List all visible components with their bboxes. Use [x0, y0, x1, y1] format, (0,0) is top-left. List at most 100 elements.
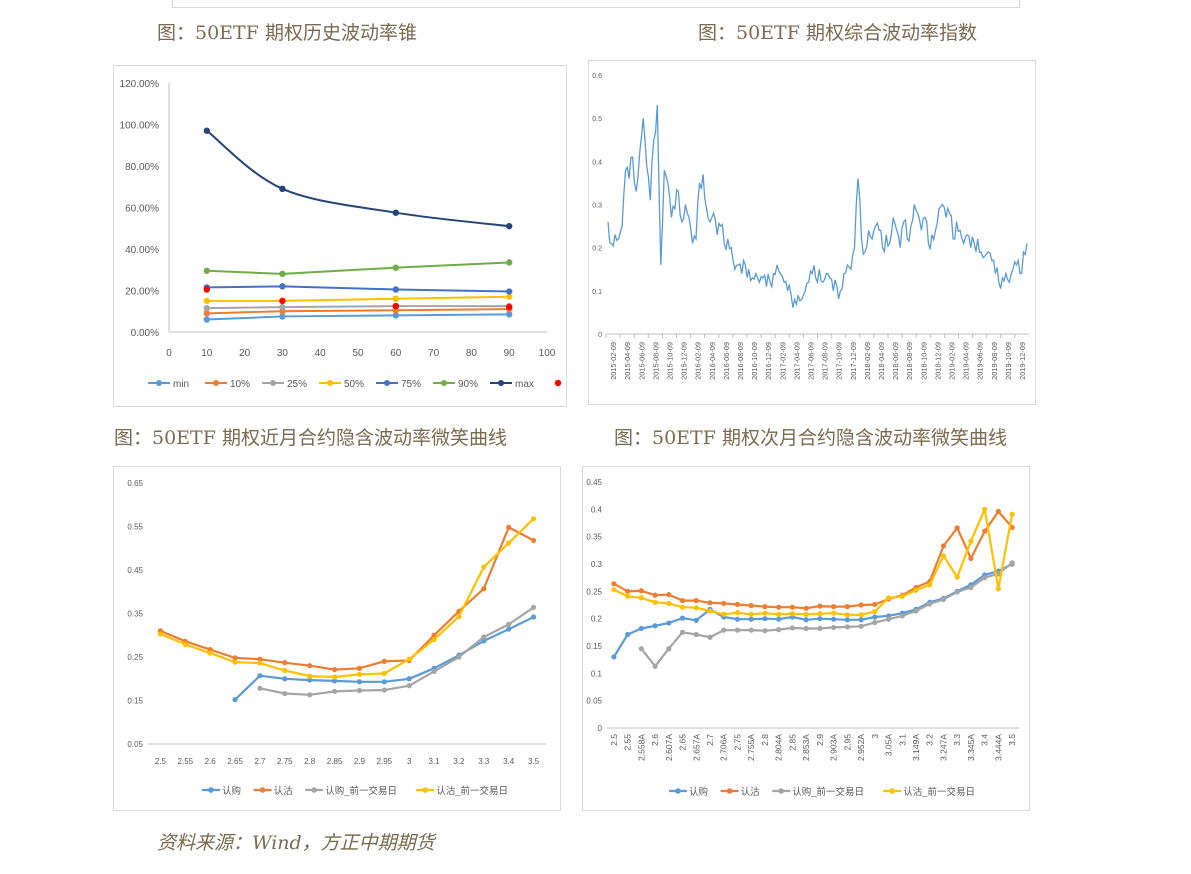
x-tick-label: 2016-02-09	[694, 342, 703, 380]
legend-label: 90%	[458, 379, 478, 390]
x-tick-label: 2.755A	[746, 734, 756, 761]
data-point-认购_前一交易日	[381, 687, 387, 693]
x-tick-label: 2017-08-09	[821, 342, 830, 380]
x-tick-label: 3	[407, 757, 412, 766]
data-point-认沽_前一交易日	[232, 659, 238, 665]
chart-next-smile-svg: 0 0.05 0.1 0.15 0.2 0.25 0.3 0.35 0.4 0.45 2.5 2.55…	[586, 478, 1019, 798]
data-point-认沽	[431, 632, 437, 638]
x-tick-label: 3.444A	[993, 734, 1003, 761]
data-point-认沽_前一交易日	[707, 608, 713, 614]
x-tick-label: 2018-04-09	[877, 342, 886, 380]
data-point-90%	[279, 270, 286, 278]
legend-marker-认购_前一交易日	[311, 787, 317, 793]
data-point-认购_前一交易日	[954, 589, 960, 595]
y-tick-label: 0.1	[592, 289, 602, 296]
x-tick-label: 2.952A	[856, 734, 866, 761]
data-point-max	[392, 209, 399, 216]
y-tick-label: 0.55	[127, 523, 143, 532]
x-tick-label: 3.2	[925, 734, 935, 746]
legend-label: 25%	[287, 379, 307, 390]
y-tick-label: 0.2	[591, 615, 603, 624]
legend-marker-min	[156, 380, 162, 386]
data-point-认购_前一交易日	[307, 692, 313, 698]
y-tick-label: 0.25	[586, 587, 602, 596]
legend-marker-75%	[384, 380, 390, 386]
chart-near-smile: 0.05 0.15 0.25 0.35 0.45 0.55 0.65 2.5 2.55 2.6 2.…	[113, 466, 561, 811]
data-point-认沽_前一交易日	[307, 673, 313, 679]
data-point-50%	[203, 297, 210, 305]
data-point-认沽_前一交易日	[666, 600, 672, 606]
y-tick-label: 0.05	[586, 697, 602, 706]
data-point-认沽	[638, 588, 644, 594]
data-point-HV	[506, 303, 513, 311]
data-point-认沽	[679, 598, 686, 604]
data-point-认沽	[995, 508, 1001, 515]
data-point-max	[506, 222, 513, 230]
data-point-认沽_前一交易日	[157, 631, 164, 637]
series-line-认购_前一交易日	[640, 562, 1013, 668]
legend-marker-50%	[327, 380, 333, 386]
series-line-90%	[206, 261, 510, 275]
y-tick-label: 0.05	[127, 740, 143, 749]
y-tick-label: 0.25	[127, 653, 143, 662]
x-tick-label: 20	[239, 348, 251, 359]
data-point-认沽_前一交易日	[776, 611, 782, 617]
legend-label: 10%	[230, 379, 250, 390]
data-point-认购_前一交易日	[748, 627, 754, 633]
y-tick-label: 100.00%	[120, 121, 160, 132]
data-point-认购	[331, 678, 338, 684]
data-point-认沽	[954, 525, 960, 531]
data-point-认沽_前一交易日	[431, 637, 437, 643]
x-tick-label: 2015-08-09	[651, 342, 660, 380]
data-point-认购_前一交易日	[762, 628, 768, 634]
x-tick-label: 2.657A	[691, 734, 701, 761]
data-point-认沽_前一交易日	[982, 506, 988, 512]
data-point-认沽_前一交易日	[1009, 511, 1015, 517]
legend-marker-认沽_前一交易日	[422, 787, 429, 793]
x-tick-label: 2018-10-09	[919, 342, 928, 380]
data-point-认沽_前一交易日	[356, 671, 363, 677]
series-line-认沽	[159, 526, 535, 671]
data-point-认购_前一交易日	[803, 625, 809, 632]
x-tick-label: 2.9	[354, 757, 366, 766]
caption-vol-index: 图：50ETF 期权综合波动率指数	[698, 22, 977, 44]
x-tick-label: 2017-04-09	[792, 342, 801, 380]
x-tick-label: 2.607A	[664, 734, 674, 761]
data-point-认购	[611, 654, 617, 660]
x-tick-label: 2019-04-09	[962, 342, 971, 380]
data-point-认购_前一交易日	[776, 627, 782, 633]
legend-label: max	[515, 379, 534, 390]
x-tick-label: 70	[428, 348, 440, 359]
x-tick-label: 50	[352, 348, 364, 359]
y-tick-label: 20.00%	[125, 287, 159, 298]
data-point-认沽_前一交易日	[381, 670, 387, 677]
data-point-认沽_前一交易日	[844, 612, 850, 618]
data-point-认沽	[872, 601, 878, 608]
y-tick-label: 0.45	[586, 478, 602, 487]
data-point-认购	[282, 676, 288, 682]
x-tick-label: 2.75	[732, 734, 742, 751]
x-tick-label: 80	[466, 348, 478, 359]
x-tick-label: 3.4	[980, 734, 990, 746]
data-point-50%	[392, 295, 399, 302]
data-point-认沽	[257, 656, 263, 662]
x-tick-label: 2.75	[277, 757, 293, 766]
data-point-认沽	[307, 663, 313, 669]
data-point-认沽_前一交易日	[481, 564, 487, 570]
data-point-50%	[506, 293, 513, 300]
x-tick-label: 3.345A	[966, 734, 976, 761]
data-point-认购_前一交易日	[679, 629, 686, 635]
data-point-认沽_前一交易日	[679, 604, 686, 610]
legend-label: 认沽	[274, 785, 294, 797]
x-tick-label: 2019-12-09	[1018, 342, 1027, 380]
series-line-认沽_前一交易日	[159, 517, 535, 679]
data-point-认沽	[481, 586, 487, 592]
data-point-认沽_前一交易日	[257, 660, 263, 666]
data-point-认沽_前一交易日	[282, 667, 288, 674]
data-point-认购	[666, 620, 672, 626]
x-tick-label: 0	[166, 348, 172, 359]
chart-hv-cone-svg: 0.00% 20.00% 40.00% 60.00% 80.00% 100.00% 120.…	[120, 79, 562, 390]
x-tick-label: 3.05A	[884, 734, 894, 757]
data-point-认购	[356, 679, 363, 685]
data-point-认购_前一交易日	[734, 627, 741, 633]
